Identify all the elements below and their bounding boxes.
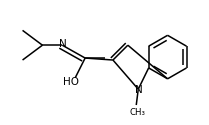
Text: N: N	[135, 85, 143, 95]
Text: N: N	[59, 39, 67, 49]
Text: CH₃: CH₃	[129, 108, 145, 117]
Text: HO: HO	[63, 77, 79, 87]
